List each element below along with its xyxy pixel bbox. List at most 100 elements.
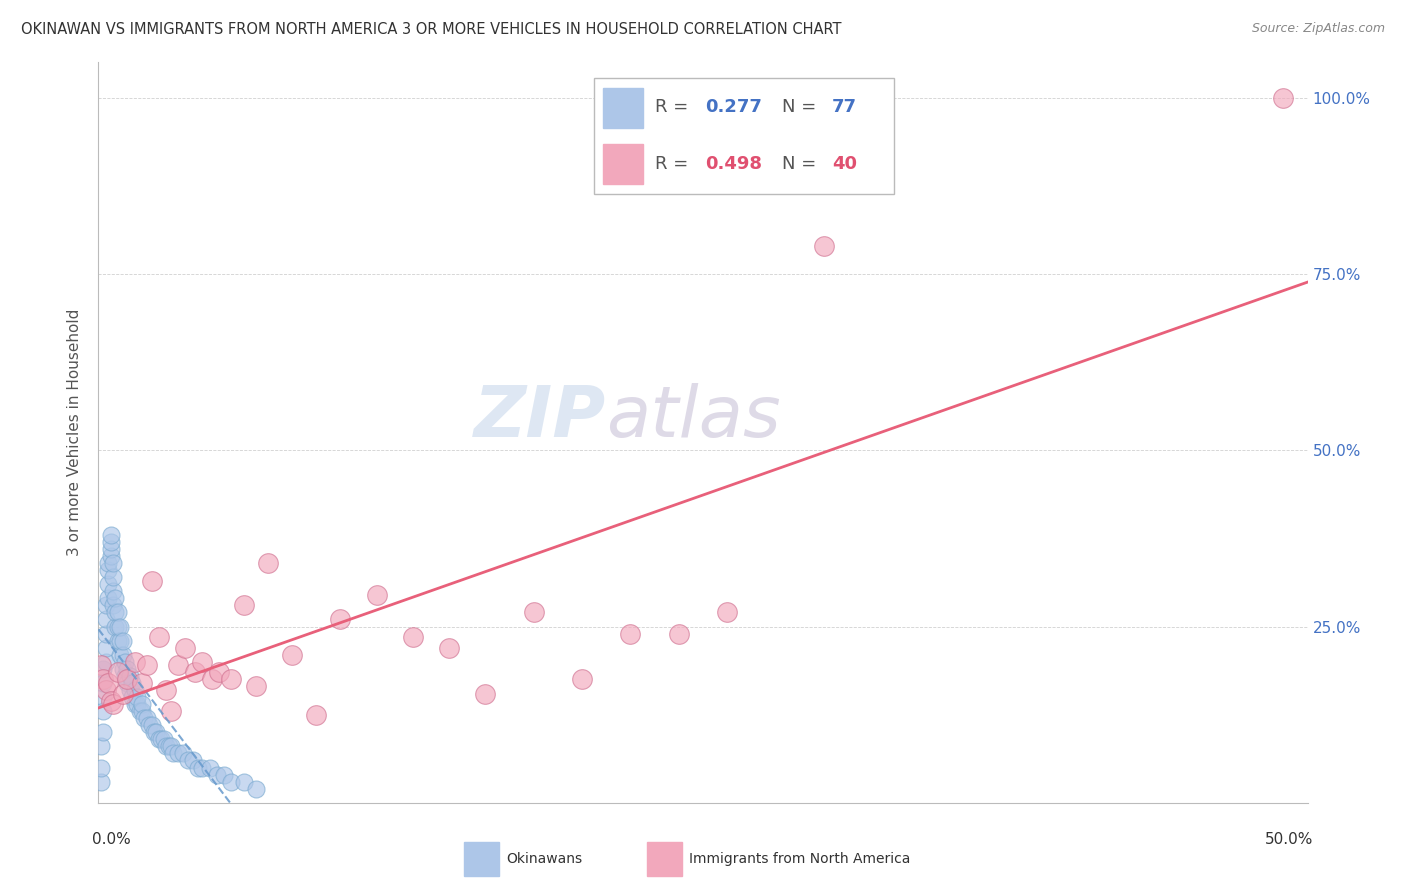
Point xyxy=(100,693,122,707)
Point xyxy=(124,697,146,711)
Point xyxy=(108,633,131,648)
Point xyxy=(523,606,546,620)
Point xyxy=(131,676,153,690)
Text: Okinawans: Okinawans xyxy=(506,852,582,866)
Point xyxy=(191,760,214,774)
Point xyxy=(131,697,153,711)
Point xyxy=(111,686,134,700)
Point xyxy=(437,640,460,655)
Point xyxy=(198,760,221,774)
Point xyxy=(305,707,328,722)
Text: 0.277: 0.277 xyxy=(704,98,762,116)
Point xyxy=(148,630,170,644)
Point xyxy=(90,774,112,789)
Point xyxy=(148,732,170,747)
Point xyxy=(104,591,127,606)
Point xyxy=(221,673,243,687)
Point xyxy=(117,673,139,687)
Text: 40: 40 xyxy=(832,154,856,173)
Point xyxy=(205,767,228,781)
Text: ZIP: ZIP xyxy=(474,384,606,452)
Point xyxy=(114,669,136,683)
Point xyxy=(97,676,120,690)
Point xyxy=(281,648,304,662)
Point xyxy=(402,630,425,644)
Point xyxy=(94,599,117,613)
Text: OKINAWAN VS IMMIGRANTS FROM NORTH AMERICA 3 OR MORE VEHICLES IN HOUSEHOLD CORREL: OKINAWAN VS IMMIGRANTS FROM NORTH AMERIC… xyxy=(21,22,842,37)
Point xyxy=(141,574,163,588)
Point xyxy=(245,680,267,694)
Point xyxy=(100,549,122,563)
Point xyxy=(107,665,129,680)
Point xyxy=(97,577,120,591)
Point xyxy=(212,767,235,781)
Point xyxy=(208,665,231,680)
Point xyxy=(101,556,124,570)
Text: 0.0%: 0.0% xyxy=(93,831,131,847)
Point xyxy=(160,739,183,754)
Point xyxy=(107,606,129,620)
Point xyxy=(101,584,124,599)
Point xyxy=(121,690,143,704)
Point xyxy=(135,658,157,673)
Point xyxy=(91,673,114,687)
Point xyxy=(232,774,254,789)
Text: R =: R = xyxy=(655,98,695,116)
Point xyxy=(117,676,139,690)
Point xyxy=(104,619,127,633)
Point xyxy=(108,619,131,633)
Point xyxy=(107,619,129,633)
Point xyxy=(1272,91,1295,105)
Point xyxy=(90,739,112,754)
Text: Source: ZipAtlas.com: Source: ZipAtlas.com xyxy=(1251,22,1385,36)
Point xyxy=(117,662,139,676)
Point xyxy=(191,655,214,669)
Point xyxy=(97,591,120,606)
Point xyxy=(94,626,117,640)
Point xyxy=(256,556,278,570)
Point xyxy=(91,690,114,704)
Point xyxy=(181,754,204,768)
Point xyxy=(111,662,134,676)
Point xyxy=(162,747,184,761)
Point xyxy=(571,673,593,687)
Point xyxy=(118,683,141,698)
Point xyxy=(124,655,146,669)
Text: atlas: atlas xyxy=(606,384,780,452)
Point xyxy=(90,760,112,774)
Point xyxy=(232,599,254,613)
Point xyxy=(100,528,122,542)
Point xyxy=(100,535,122,549)
Point xyxy=(134,711,156,725)
Point xyxy=(143,725,166,739)
Point xyxy=(366,588,388,602)
Point xyxy=(155,739,177,754)
Point xyxy=(94,640,117,655)
Point xyxy=(128,704,150,718)
Text: R =: R = xyxy=(655,154,695,173)
Point xyxy=(174,640,197,655)
Point xyxy=(107,633,129,648)
Point xyxy=(167,747,190,761)
Point xyxy=(90,658,112,673)
Point xyxy=(91,676,114,690)
Point xyxy=(329,612,352,626)
Point xyxy=(245,781,267,796)
Point xyxy=(111,648,134,662)
Point xyxy=(157,739,180,754)
Point xyxy=(121,676,143,690)
Point xyxy=(813,239,835,253)
Text: N =: N = xyxy=(782,154,823,173)
Point xyxy=(221,774,243,789)
Point xyxy=(152,732,174,747)
Point xyxy=(124,683,146,698)
Point xyxy=(101,599,124,613)
Text: 77: 77 xyxy=(832,98,856,116)
Bar xyxy=(603,145,643,185)
Text: 0.498: 0.498 xyxy=(704,154,762,173)
Point xyxy=(100,541,122,556)
FancyBboxPatch shape xyxy=(593,78,894,194)
Point xyxy=(172,747,194,761)
Point xyxy=(94,655,117,669)
Text: 50.0%: 50.0% xyxy=(1265,831,1313,847)
